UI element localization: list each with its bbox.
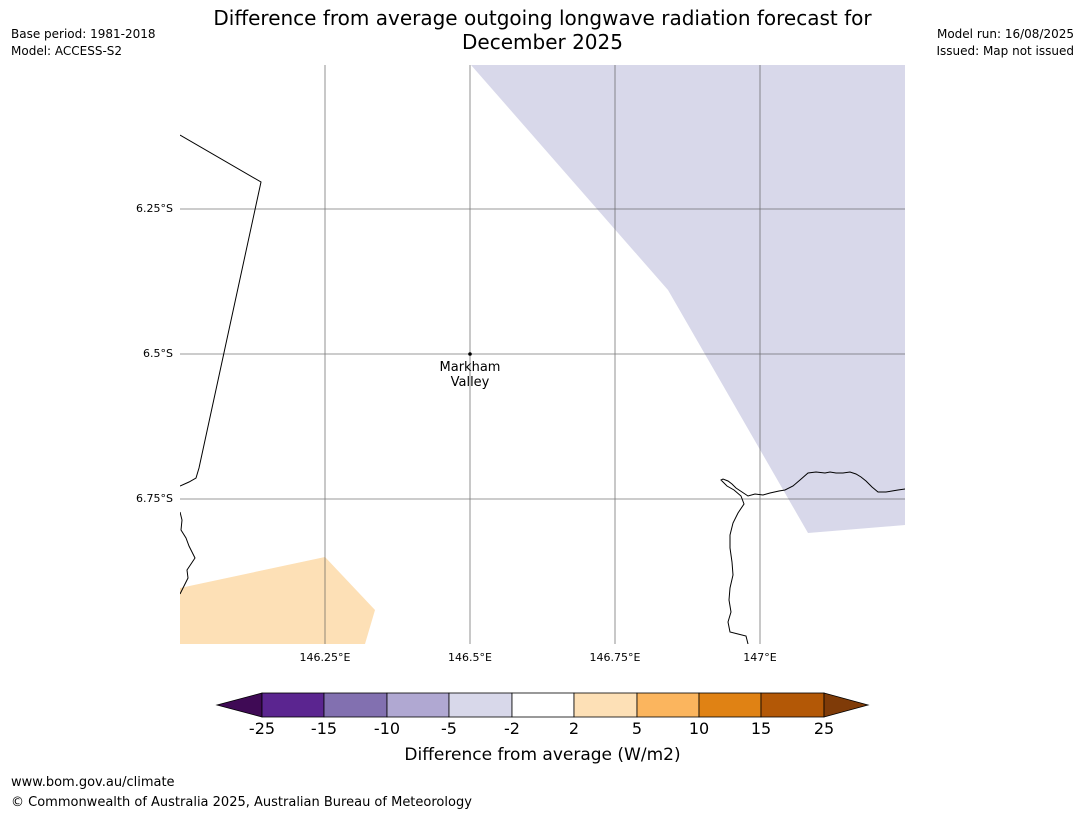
lat-label-6-75: 6.75°S xyxy=(136,492,173,505)
colorbar-swatch-8 xyxy=(698,692,762,718)
place-label: Markham Valley xyxy=(420,360,520,390)
colorbar-tick: -2 xyxy=(504,719,520,738)
model-label: Model: ACCESS-S2 xyxy=(11,44,123,58)
colorbar-swatch-7 xyxy=(636,692,700,718)
lat-label-6-25: 6.25°S xyxy=(136,202,173,215)
anomaly-region-negative xyxy=(471,65,905,533)
colorbar-tick: 10 xyxy=(688,719,710,738)
bom-climate-link[interactable]: www.bom.gov.au/climate xyxy=(11,775,175,790)
copyright-notice: © Commonwealth of Australia 2025, Austra… xyxy=(11,795,472,810)
colorbar-tick: -5 xyxy=(441,719,457,738)
colorbar-tick: 15 xyxy=(750,719,772,738)
base-period-label: Base period: 1981-2018 xyxy=(11,27,156,41)
lon-label-147: 147°E xyxy=(743,651,777,664)
colorbar-tick: -15 xyxy=(310,719,338,738)
coastline-left xyxy=(180,511,196,595)
colorbar xyxy=(215,692,870,718)
province-boundary-line xyxy=(180,134,262,487)
colorbar-extend-high xyxy=(823,692,870,718)
graticule xyxy=(180,65,905,644)
map-title: Difference from average outgoing longwav… xyxy=(0,6,1085,54)
lon-label-146-75: 146.75°E xyxy=(589,651,641,664)
colorbar-swatch-1 xyxy=(261,692,325,718)
place-label-line2: Valley xyxy=(450,375,490,390)
map-title-line1: Difference from average outgoing longwav… xyxy=(213,6,872,30)
issued-label: Issued: Map not issued xyxy=(936,44,1074,58)
coastline-right xyxy=(720,471,905,644)
model-run-label: Model run: 16/08/2025 xyxy=(936,27,1074,41)
colorbar-title: Difference from average (W/m2) xyxy=(404,745,681,765)
map-title-line2: December 2025 xyxy=(462,30,623,54)
anomaly-region-positive xyxy=(180,557,375,644)
lon-label-146-25: 146.25°E xyxy=(299,651,351,664)
colorbar-tick: -10 xyxy=(373,719,401,738)
place-label-line1: Markham xyxy=(439,360,501,375)
place-marker xyxy=(468,352,472,356)
colorbar-swatch-6 xyxy=(573,692,638,718)
colorbar-swatch-2 xyxy=(323,692,388,718)
colorbar-tick: 2 xyxy=(568,719,580,738)
colorbar-tick: -25 xyxy=(248,719,276,738)
lat-label-6-5: 6.5°S xyxy=(143,347,173,360)
colorbar-swatch-3 xyxy=(386,692,450,718)
colorbar-swatch-4 xyxy=(448,692,513,718)
colorbar-tick: 5 xyxy=(631,719,643,738)
lon-label-146-5: 146.5°E xyxy=(448,651,492,664)
colorbar-swatch-9 xyxy=(760,692,825,718)
colorbar-extend-low xyxy=(215,692,263,718)
colorbar-tick: 25 xyxy=(813,719,835,738)
colorbar-swatch-5 xyxy=(511,692,575,718)
